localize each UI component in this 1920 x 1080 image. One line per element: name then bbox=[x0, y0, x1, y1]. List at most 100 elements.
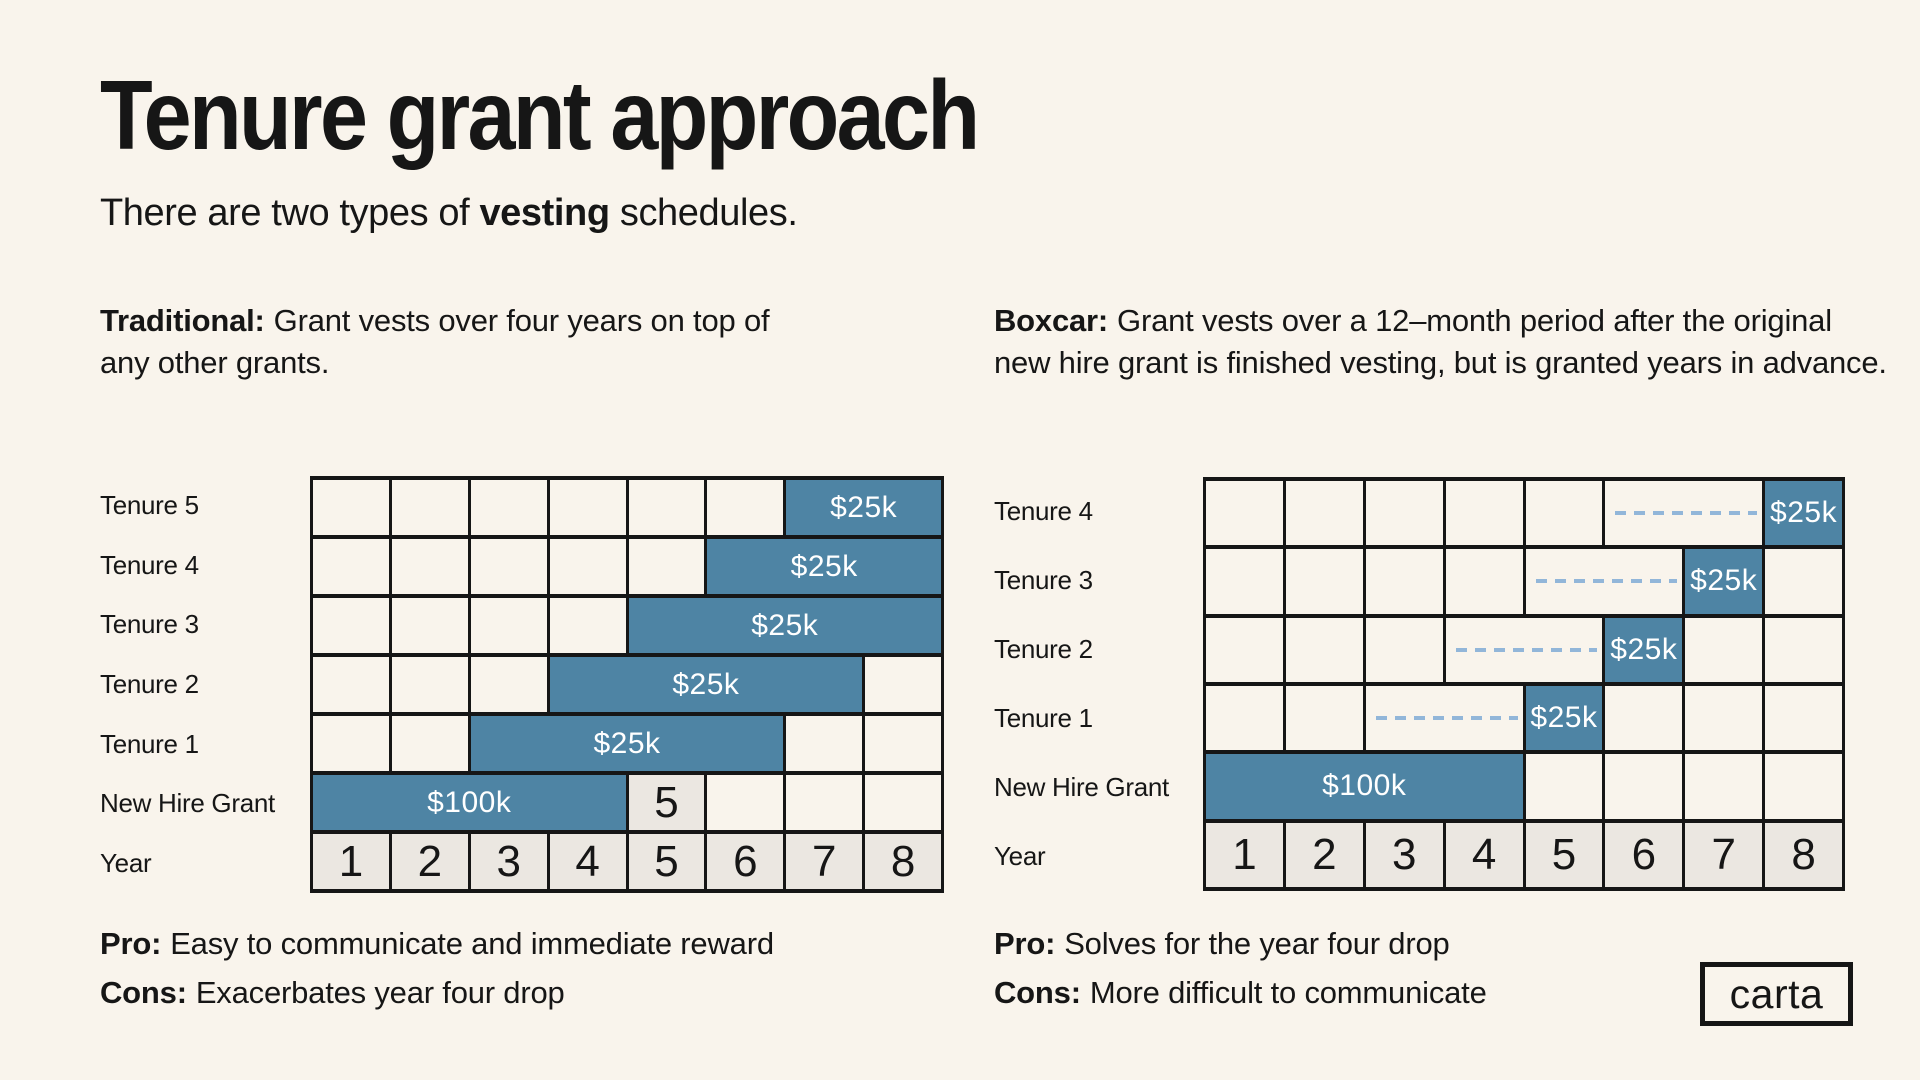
empty-cell bbox=[1285, 617, 1366, 686]
pro-cons-traditional: Pro: Easy to communicate and immediate re… bbox=[100, 919, 774, 1017]
chart-traditional-grid: $25k $25k $25k $25k $25k $100k 5 1 2 3 4 5 6 7 8 bbox=[310, 476, 944, 893]
gray-cell: 5 bbox=[628, 775, 708, 834]
empty-cell bbox=[786, 716, 866, 775]
dashed-link-cell bbox=[1525, 549, 1686, 618]
vesting-bar-cell: $25k bbox=[1605, 617, 1686, 686]
empty-cell bbox=[1365, 617, 1446, 686]
empty-cell bbox=[1525, 754, 1606, 823]
row-label: Year bbox=[100, 847, 152, 878]
year-cell: 6 bbox=[707, 834, 787, 893]
empty-cell bbox=[313, 657, 392, 716]
empty-cell bbox=[1206, 686, 1286, 755]
pro-label: Pro: bbox=[994, 926, 1056, 961]
empty-cell bbox=[707, 480, 787, 539]
chart-boxcar: Tenure 4 Tenure 3 Tenure 2 Tenure 1 New Hire… bbox=[994, 477, 1845, 891]
row-label: New Hire Grant bbox=[994, 772, 1169, 802]
row-label: Tenure 4 bbox=[994, 496, 1093, 526]
subtitle-prefix: There are two types of bbox=[100, 192, 480, 234]
empty-cell bbox=[865, 716, 944, 775]
boxcar-description: Grant vests over a 12–month period after… bbox=[994, 303, 1887, 380]
vesting-bar-cell: $25k bbox=[1685, 549, 1766, 618]
empty-cell bbox=[786, 775, 866, 834]
dashed-link-cell bbox=[1605, 481, 1766, 550]
pro-text: Easy to communicate and immediate reward bbox=[170, 926, 774, 961]
vesting-bar-cell: $25k bbox=[549, 657, 866, 716]
section-boxcar: Boxcar: Grant vests over a 12–month perio… bbox=[994, 300, 1894, 384]
empty-cell bbox=[549, 539, 629, 598]
year-cell: 2 bbox=[1285, 822, 1366, 891]
pro-text: Solves for the year four drop bbox=[1064, 926, 1450, 961]
empty-cell bbox=[1285, 481, 1366, 550]
empty-cell bbox=[1206, 549, 1286, 618]
vesting-bar-cell: $25k bbox=[1525, 686, 1606, 755]
row-label: Year bbox=[994, 841, 1046, 871]
vesting-bar-cell: $25k bbox=[628, 598, 944, 657]
traditional-description: Grant vests over four years on top of an… bbox=[100, 303, 770, 380]
empty-cell bbox=[1206, 481, 1286, 550]
year-cell: 8 bbox=[865, 834, 944, 893]
empty-cell bbox=[549, 598, 629, 657]
subtitle-suffix: schedules. bbox=[609, 192, 798, 234]
empty-cell bbox=[313, 716, 392, 775]
row-label: Tenure 1 bbox=[994, 703, 1093, 733]
page-title: Tenure grant approach bbox=[100, 60, 980, 170]
page-subtitle: There are two types of vesting schedules… bbox=[100, 192, 798, 235]
empty-cell bbox=[628, 480, 708, 539]
subtitle-bold-word: vesting bbox=[479, 192, 610, 234]
row-label: Tenure 4 bbox=[100, 549, 199, 580]
row-label: Tenure 3 bbox=[100, 609, 199, 640]
empty-cell bbox=[391, 598, 471, 657]
year-cell: 7 bbox=[1685, 822, 1766, 891]
empty-cell bbox=[1285, 549, 1366, 618]
empty-cell bbox=[1285, 686, 1366, 755]
year-cell: 2 bbox=[391, 834, 471, 893]
empty-cell bbox=[313, 598, 392, 657]
cons-text: More difficult to communicate bbox=[1089, 975, 1487, 1010]
row-label: New Hire Grant bbox=[100, 788, 275, 819]
year-cell: 5 bbox=[628, 834, 708, 893]
empty-cell bbox=[1765, 686, 1845, 755]
empty-cell bbox=[391, 716, 471, 775]
empty-cell bbox=[1765, 754, 1845, 823]
year-cell: 8 bbox=[1765, 822, 1845, 891]
empty-cell bbox=[1765, 549, 1845, 618]
chart-traditional: Tenure 5 Tenure 4 Tenure 3 Tenure 2 Tenure 1… bbox=[100, 476, 944, 893]
vesting-bar-cell: $100k bbox=[1206, 754, 1526, 823]
vesting-bar-cell: $25k bbox=[1765, 481, 1845, 550]
year-cell: 3 bbox=[1365, 822, 1446, 891]
empty-cell bbox=[1365, 549, 1446, 618]
empty-cell bbox=[470, 598, 550, 657]
chart-boxcar-grid: $25k $25k $25k $25k $100k 1 2 3 4 5 6 7 8 bbox=[1203, 477, 1845, 891]
empty-cell bbox=[470, 539, 550, 598]
section-traditional: Traditional: Grant vests over four years … bbox=[100, 300, 780, 384]
empty-cell bbox=[707, 775, 787, 834]
cons-label: Cons: bbox=[100, 975, 187, 1010]
row-label: Tenure 2 bbox=[100, 668, 199, 699]
empty-cell bbox=[1685, 754, 1766, 823]
row-label: Tenure 5 bbox=[100, 490, 199, 521]
year-cell: 5 bbox=[1525, 822, 1606, 891]
vesting-bar-cell: $25k bbox=[470, 716, 787, 775]
empty-cell bbox=[628, 539, 708, 598]
empty-cell bbox=[865, 775, 944, 834]
chart-traditional-row-labels: Tenure 5 Tenure 4 Tenure 3 Tenure 2 Tenure 1… bbox=[100, 476, 310, 893]
year-cell: 1 bbox=[1206, 822, 1286, 891]
year-cell: 4 bbox=[549, 834, 629, 893]
empty-cell bbox=[1445, 481, 1526, 550]
empty-cell bbox=[470, 480, 550, 539]
empty-cell bbox=[1445, 549, 1526, 618]
row-label: Tenure 2 bbox=[994, 634, 1093, 664]
dashed-link-cell bbox=[1445, 617, 1606, 686]
cons-label: Cons: bbox=[994, 975, 1081, 1010]
year-cell: 1 bbox=[313, 834, 392, 893]
row-label: Tenure 1 bbox=[100, 728, 199, 759]
chart-boxcar-row-labels: Tenure 4 Tenure 3 Tenure 2 Tenure 1 New Hire… bbox=[994, 477, 1203, 891]
boxcar-cons-line: Cons: More difficult to communicate bbox=[994, 968, 1487, 1017]
empty-cell bbox=[1765, 617, 1845, 686]
empty-cell bbox=[391, 539, 471, 598]
cons-text: Exacerbates year four drop bbox=[195, 975, 565, 1010]
year-cell: 6 bbox=[1605, 822, 1686, 891]
empty-cell bbox=[1605, 686, 1686, 755]
empty-cell bbox=[1206, 617, 1286, 686]
